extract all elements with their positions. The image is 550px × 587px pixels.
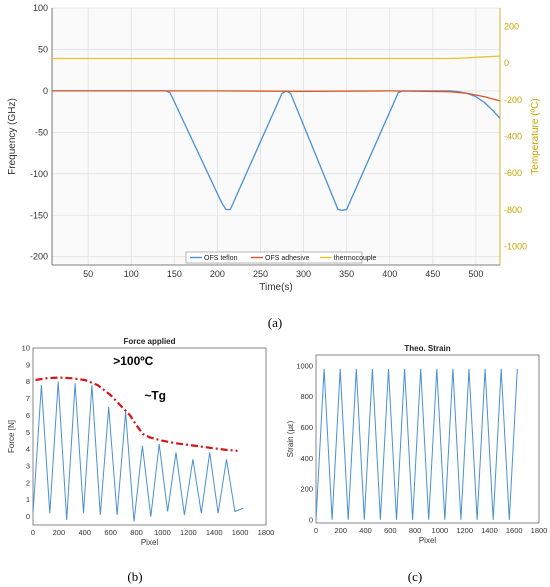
y2-tick-label: -1000 xyxy=(504,242,527,252)
y2-tick-label: 200 xyxy=(504,21,519,31)
y-tick-label: -200 xyxy=(30,252,48,262)
y2-axis-label: Temperature (ºC) xyxy=(530,98,541,174)
caption-b: (b) xyxy=(127,569,142,584)
x-tick-label: 250 xyxy=(253,269,268,279)
y-axis-label: Force [N] xyxy=(7,420,16,453)
x-tick-label: 600 xyxy=(104,528,117,537)
x-tick-label: 400 xyxy=(359,526,372,535)
y-tick-label: 2 xyxy=(26,478,30,487)
y2-tick-label: 0 xyxy=(504,58,509,68)
series-line-strain xyxy=(315,368,518,520)
x-tick-label: 450 xyxy=(425,269,440,279)
x-tick-label: 350 xyxy=(339,269,354,279)
y-tick-label: 800 xyxy=(300,392,313,401)
y-axis-label: Strain (με) xyxy=(286,420,295,457)
x-tick-label: 50 xyxy=(83,269,93,279)
y-tick-label: 5 xyxy=(26,428,30,437)
x-tick-label: 1400 xyxy=(481,526,498,535)
legend-label: thermocouple xyxy=(334,255,377,262)
plot-area-a xyxy=(52,8,500,265)
chart-title-b: Force applied xyxy=(123,337,175,346)
chart-title-c: Theo. Strain xyxy=(404,344,450,353)
x-tick-label: 300 xyxy=(296,269,311,279)
x-axis-label: Pixel xyxy=(419,536,437,545)
y2-tick-label: -400 xyxy=(504,132,522,142)
legend-a xyxy=(185,251,363,264)
x-tick-label: 500 xyxy=(468,269,483,279)
x-tick-label: 200 xyxy=(53,528,66,537)
x-tick-label: 800 xyxy=(409,526,422,535)
chart-c: Theo. Strain 0 200 400 600 800 1000 1200 1400 160… xyxy=(286,344,547,545)
x-tick-label: 1800 xyxy=(258,528,275,537)
x-axis-label: Pixel xyxy=(141,538,159,547)
y-axis-label: Frequency (GHz) xyxy=(7,98,18,175)
y-tick-label: 8 xyxy=(26,377,30,386)
x-tick-label: 1200 xyxy=(456,526,473,535)
y-tick-label: 100 xyxy=(33,3,48,13)
caption-c: (c) xyxy=(408,569,422,584)
y-tick-label: 0 xyxy=(43,86,48,96)
x-tick-label: 200 xyxy=(210,269,225,279)
y-tick-label: 4 xyxy=(26,445,30,454)
y-tick-label: 9 xyxy=(26,360,30,369)
x-tick-label: 0 xyxy=(314,526,318,535)
caption-a: (a) xyxy=(268,315,282,330)
y-tick-label: 50 xyxy=(38,44,48,54)
series-line-envelope xyxy=(35,376,238,452)
y-tick-label: 3 xyxy=(26,462,30,471)
x-tick-label: 400 xyxy=(79,528,92,537)
y-tick-label: 7 xyxy=(26,394,30,403)
series-line-thermocouple xyxy=(52,55,501,60)
y-tick-label: 0 xyxy=(26,512,30,521)
legend-label: OFS adhesive xyxy=(265,255,309,262)
x-tick-label: 1600 xyxy=(232,528,249,537)
legend-label: OFS teflon xyxy=(204,255,238,262)
y-tick-label: -150 xyxy=(30,210,48,220)
x-tick-label: 1200 xyxy=(180,528,197,537)
x-tick-label: 1600 xyxy=(506,526,523,535)
x-tick-label: 800 xyxy=(130,528,143,537)
series-line-ofs-teflon xyxy=(52,90,501,211)
y-tick-label: 600 xyxy=(300,423,313,432)
series-line-ofs-adhesive xyxy=(52,90,501,102)
x-tick-label: 0 xyxy=(31,528,35,537)
annotation-tg: ~Tg xyxy=(144,388,166,402)
x-tick-label: 100 xyxy=(124,269,139,279)
y-tick-label: 200 xyxy=(300,485,313,494)
x-tick-label: 1000 xyxy=(154,528,171,537)
y-tick-label: -100 xyxy=(30,169,48,179)
x-tick-label: 1800 xyxy=(531,526,548,535)
x-tick-label: 150 xyxy=(167,269,182,279)
y-tick-label: 6 xyxy=(26,411,30,420)
y2-tick-label: -200 xyxy=(504,95,522,105)
y2-tick-label: -800 xyxy=(504,205,522,215)
y-tick-label: 1 xyxy=(26,495,30,504)
x-tick-label: 1400 xyxy=(206,528,223,537)
x-tick-label: 400 xyxy=(382,269,397,279)
x-tick-label: 200 xyxy=(335,526,348,535)
y-tick-label: 400 xyxy=(300,454,313,463)
y2-tick-label: -600 xyxy=(504,168,522,178)
y-tick-label: 10 xyxy=(22,344,30,353)
y-tick-label: 1000 xyxy=(296,361,313,370)
y-tick-label: 0 xyxy=(309,515,313,524)
x-tick-label: 1000 xyxy=(432,526,449,535)
x-tick-label: 600 xyxy=(384,526,397,535)
series-line-force xyxy=(32,381,244,522)
chart-a: 50 100 150 200 250 300 350 400 450 500100500-50-1… xyxy=(7,3,541,293)
y-tick-label: -50 xyxy=(35,127,48,137)
annotation-temp: >100ºC xyxy=(113,354,153,368)
x-axis-label: Time(s) xyxy=(259,282,293,293)
